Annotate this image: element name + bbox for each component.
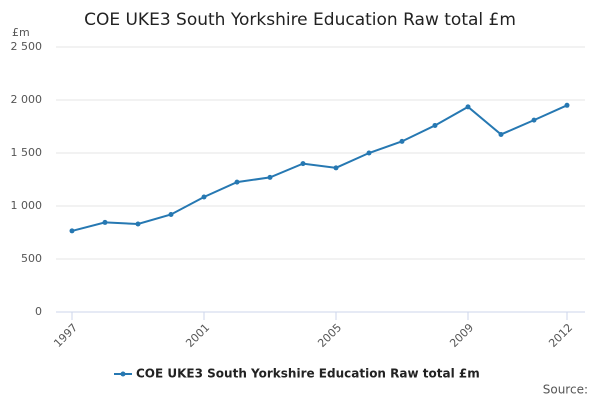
x-tick-label: 1997 bbox=[51, 321, 80, 350]
point bbox=[498, 131, 504, 137]
point bbox=[234, 179, 240, 185]
x-tick-label: 2009 bbox=[447, 321, 476, 350]
y-tick-label: 0 bbox=[35, 305, 42, 318]
y-tick-label: 2 000 bbox=[11, 93, 43, 106]
point bbox=[564, 102, 570, 108]
point bbox=[432, 122, 438, 128]
legend-label: COE UKE3 South Yorkshire Education Raw t… bbox=[136, 367, 480, 381]
point bbox=[333, 165, 339, 171]
point bbox=[135, 221, 141, 227]
point bbox=[531, 117, 537, 123]
point bbox=[300, 161, 306, 167]
chart-title: COE UKE3 South Yorkshire Education Raw t… bbox=[84, 10, 516, 30]
y-tick-label: 1 000 bbox=[11, 199, 43, 212]
point bbox=[267, 174, 273, 180]
point bbox=[201, 194, 207, 200]
series-line bbox=[71, 104, 568, 232]
x-tick-label: 2005 bbox=[315, 321, 344, 350]
y-tick-label: 1 500 bbox=[11, 146, 43, 159]
point bbox=[69, 228, 75, 234]
legend-marker bbox=[120, 371, 126, 377]
point bbox=[168, 211, 174, 217]
point bbox=[399, 138, 405, 144]
point bbox=[465, 104, 471, 110]
y-tick-label: 500 bbox=[21, 252, 42, 265]
y-tick-label: 2 500 bbox=[11, 40, 43, 53]
point bbox=[102, 219, 108, 225]
source: Source: bbox=[543, 383, 588, 397]
x-tick-label: 2012 bbox=[546, 321, 575, 350]
y-unit: £m bbox=[12, 26, 30, 39]
x-tick-label: 2001 bbox=[183, 321, 212, 350]
point bbox=[366, 150, 372, 156]
